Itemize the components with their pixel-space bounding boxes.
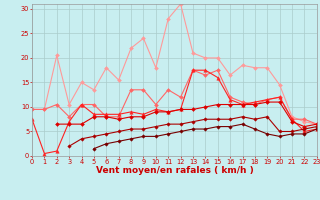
X-axis label: Vent moyen/en rafales ( km/h ): Vent moyen/en rafales ( km/h ) xyxy=(96,166,253,175)
